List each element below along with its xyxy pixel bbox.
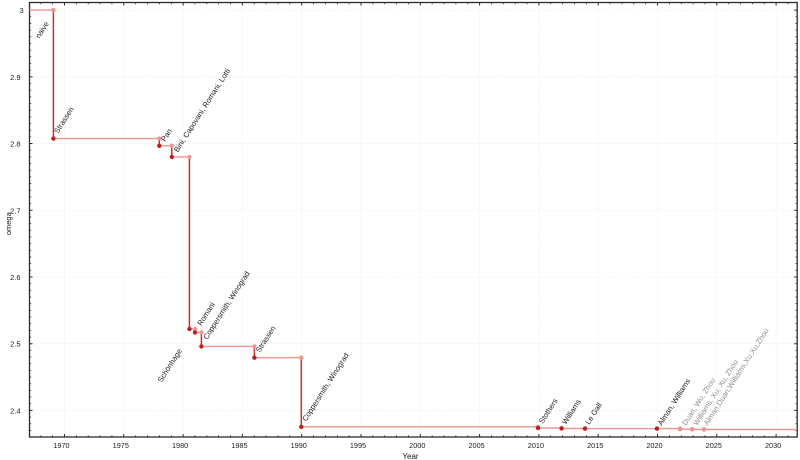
svg-text:1995: 1995: [350, 441, 366, 450]
svg-text:2025: 2025: [706, 441, 722, 450]
svg-text:1990: 1990: [291, 441, 307, 450]
svg-text:2010: 2010: [528, 441, 544, 450]
svg-text:omega: omega: [4, 211, 13, 235]
svg-text:2020: 2020: [646, 441, 662, 450]
svg-text:2030: 2030: [765, 441, 781, 450]
svg-text:3: 3: [20, 6, 24, 15]
svg-text:2.5: 2.5: [10, 340, 20, 349]
svg-text:1985: 1985: [231, 441, 247, 450]
svg-text:1980: 1980: [172, 441, 188, 450]
svg-text:2.6: 2.6: [10, 273, 20, 282]
svg-text:2.8: 2.8: [10, 140, 20, 149]
svg-text:1970: 1970: [53, 441, 69, 450]
svg-text:Year: Year: [402, 452, 419, 460]
svg-text:2.7: 2.7: [10, 206, 20, 215]
svg-text:2015: 2015: [587, 441, 603, 450]
svg-text:2005: 2005: [468, 441, 484, 450]
svg-text:1975: 1975: [113, 441, 129, 450]
svg-text:2.9: 2.9: [10, 73, 20, 82]
svg-text:2.4: 2.4: [10, 406, 20, 415]
svg-text:2000: 2000: [409, 441, 425, 450]
